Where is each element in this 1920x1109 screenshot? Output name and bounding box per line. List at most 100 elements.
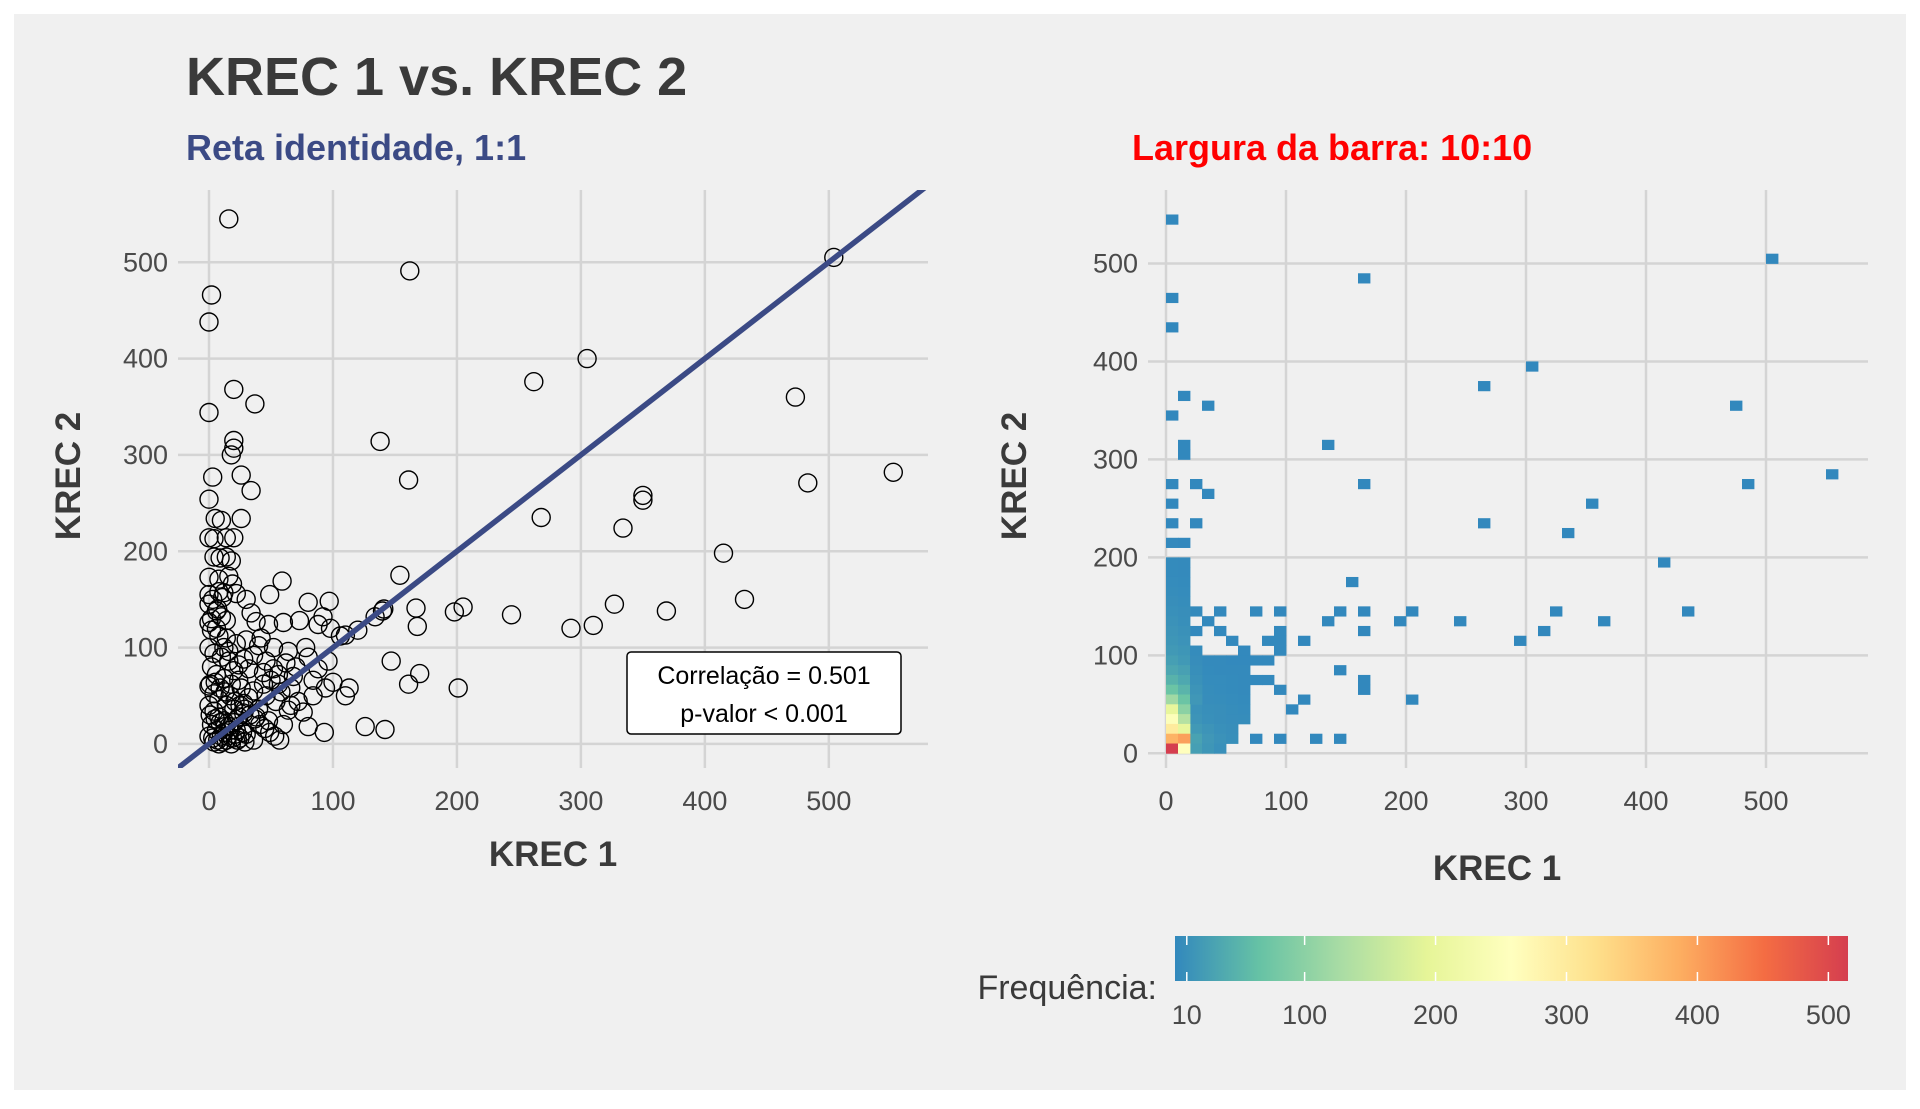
scatter-point <box>221 551 242 571</box>
scatter-point <box>381 651 401 671</box>
heatmap-tile <box>1526 361 1539 372</box>
heatmap-tiles <box>1166 214 1839 754</box>
heatmap-tile <box>1178 743 1191 754</box>
right-y-tick-label: 100 <box>1093 640 1138 670</box>
heatmap-tile <box>1178 439 1191 451</box>
heatmap-tile <box>1190 743 1203 754</box>
heatmap-tile <box>1178 557 1191 568</box>
right-y-tick-label: 500 <box>1093 248 1138 278</box>
scatter-point <box>201 285 222 305</box>
scatter-point <box>199 584 219 605</box>
scatter-point <box>270 730 290 750</box>
heatmap-tile <box>1202 674 1215 686</box>
heatmap-tile <box>1214 674 1227 686</box>
heatmap-tile <box>1226 733 1239 744</box>
heatmap-tile <box>1190 694 1203 705</box>
heatmap-tile <box>1178 616 1191 627</box>
heatmap-tile <box>1586 498 1599 509</box>
heatmap-tile <box>1178 674 1191 686</box>
scatter-point <box>375 719 395 740</box>
left-x-tick-label: 200 <box>434 786 479 816</box>
scatter-point <box>256 651 276 671</box>
heatmap-tile <box>1238 655 1251 666</box>
heatmap-tile <box>1178 733 1191 744</box>
heatmap-tile <box>1178 665 1191 676</box>
right-y-axis-title: KREC 2 <box>995 412 1034 540</box>
left-x-tick-label: 400 <box>682 786 727 816</box>
scatter-point <box>355 716 375 737</box>
scatter-point <box>235 732 255 752</box>
scatter-point <box>199 695 219 716</box>
heatmap-tile <box>1334 606 1347 617</box>
scatter-point <box>633 490 653 510</box>
scatter-point <box>206 618 227 638</box>
scatter-point <box>209 569 229 589</box>
heatmap-tile <box>1202 694 1215 705</box>
legend-tick-label: 100 <box>1282 1000 1327 1030</box>
left-x-tick-label: 300 <box>558 786 603 816</box>
scatter-point <box>224 661 244 681</box>
annotation-pvalue: p-valor < 0.001 <box>680 700 847 728</box>
left-y-axis-title: KREC 2 <box>49 412 88 540</box>
scatter-point <box>407 616 427 637</box>
heatmap-tile <box>1166 586 1179 597</box>
heatmap-tile <box>1166 723 1179 735</box>
heatmap-tile <box>1178 655 1191 666</box>
right-subtitle: Largura da barra: 10:10 <box>1132 127 1532 168</box>
heatmap-tile <box>1250 655 1263 666</box>
scatter-point <box>243 681 264 701</box>
heatmap-tile <box>1346 576 1359 588</box>
scatter-point <box>448 678 468 698</box>
heatmap-tile <box>1214 665 1227 676</box>
scatter-point <box>199 402 219 423</box>
heatmap-tile <box>1238 684 1251 695</box>
heatmap-tile <box>1166 596 1179 607</box>
heatmap-tile <box>1214 733 1227 744</box>
heatmap-tile <box>1166 557 1179 568</box>
right-x-axis-title: KREC 1 <box>1433 849 1561 888</box>
scatter-point <box>372 601 393 621</box>
scatter-point <box>604 594 625 614</box>
heatmap-tile <box>1250 674 1263 686</box>
scatter-point <box>216 528 237 548</box>
heatmap-tile <box>1262 635 1275 646</box>
heatmap-tile <box>1190 684 1203 695</box>
heatmap-tile <box>1166 322 1179 333</box>
heatmap-tile <box>1178 645 1191 656</box>
scatter-point <box>398 470 419 490</box>
left-x-tick-label: 0 <box>201 786 216 816</box>
heatmap-tile <box>1190 518 1203 529</box>
scatter-point <box>501 605 522 625</box>
scatter-point <box>296 637 316 658</box>
scatter-point <box>255 718 275 739</box>
scatter-point <box>228 655 249 675</box>
scatter-point <box>216 547 237 567</box>
scatter-point <box>224 528 244 548</box>
heatmap-tile <box>1226 674 1239 686</box>
scatter-point <box>320 618 341 638</box>
scatter-point <box>210 678 230 698</box>
heatmap-tile <box>1214 606 1227 617</box>
heatmap-tile <box>1214 625 1227 637</box>
heatmap-tile <box>1178 704 1191 715</box>
heatmap-tile <box>1214 694 1227 705</box>
legend-title: Frequência: <box>977 969 1157 1007</box>
right-x-tick-label: 0 <box>1158 786 1173 816</box>
heatmap-tile <box>1226 694 1239 705</box>
frequency-legend: 10 100 200 300 400 500 <box>1172 936 1851 1030</box>
heatmap-tile <box>1190 645 1203 656</box>
heatmap-tile <box>1178 714 1191 725</box>
heatmap-tile <box>1262 655 1275 666</box>
heatmap-tile <box>1250 606 1263 617</box>
heatmap-tile <box>1274 606 1287 617</box>
legend-tick-label: 400 <box>1675 1000 1720 1030</box>
heatmap-tile <box>1286 704 1299 715</box>
scatter-point <box>289 610 310 631</box>
heatmap-panel: 0 100 200 300 400 500 0 100 200 300 400 500 <box>1093 190 1868 816</box>
scatter-point <box>238 659 259 679</box>
heatmap-tile <box>1190 704 1203 715</box>
scatter-point <box>226 583 247 604</box>
heatmap-tile <box>1202 655 1215 666</box>
heatmap-tile <box>1358 684 1371 695</box>
heatmap-tile <box>1166 674 1179 686</box>
